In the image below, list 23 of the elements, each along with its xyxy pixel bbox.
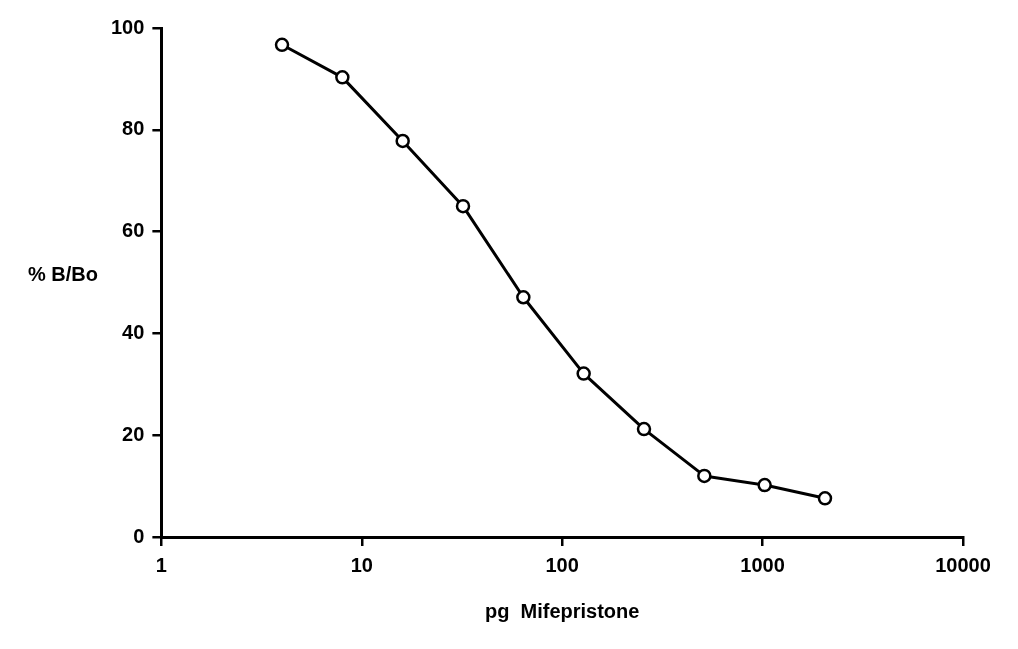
point bbox=[636, 421, 652, 437]
y-tick-label: 60 bbox=[122, 219, 145, 242]
y-tick-label: 40 bbox=[122, 320, 145, 343]
point bbox=[697, 468, 712, 484]
point bbox=[455, 198, 471, 214]
x-tick-label: 1 bbox=[155, 553, 167, 576]
y-tick-label: 80 bbox=[122, 117, 145, 140]
x-tick-label: 10 bbox=[350, 553, 373, 576]
point bbox=[516, 290, 531, 305]
y-tick-label: 20 bbox=[122, 422, 145, 445]
y-tick-label: 0 bbox=[133, 524, 145, 547]
y-axis-title: % B/Bo bbox=[28, 263, 98, 286]
x-tick-label: 10000 bbox=[935, 553, 991, 576]
point bbox=[274, 37, 290, 53]
x-axis-title: pg Mifepristone bbox=[484, 599, 640, 622]
x-tick-label: 100 bbox=[545, 553, 579, 576]
point bbox=[395, 133, 410, 149]
point bbox=[817, 491, 833, 506]
point bbox=[335, 70, 350, 85]
point bbox=[576, 366, 591, 381]
y-tick-label: 100 bbox=[110, 15, 145, 38]
point bbox=[757, 477, 772, 493]
x-tick-label: 1000 bbox=[740, 553, 785, 576]
